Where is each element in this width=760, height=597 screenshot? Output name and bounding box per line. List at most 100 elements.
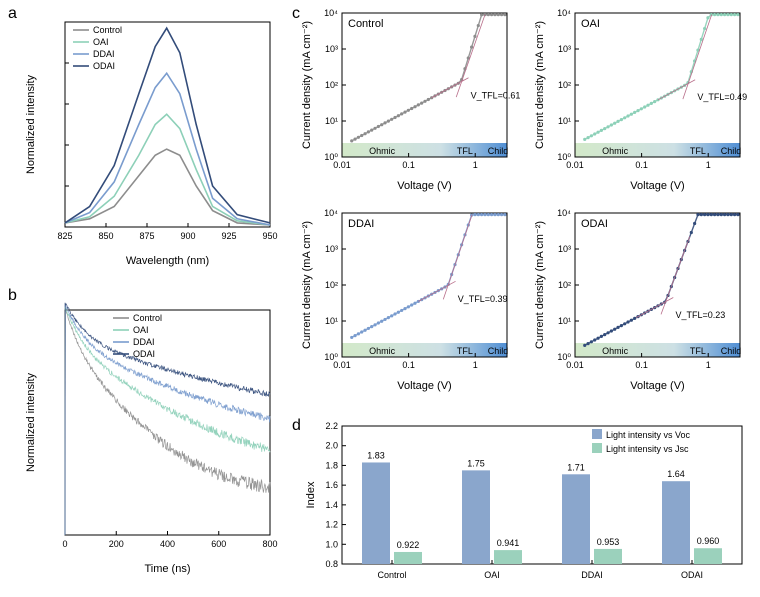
svg-text:1.2: 1.2 [325, 520, 338, 530]
svg-text:Child: Child [488, 146, 509, 156]
svg-text:DDAI: DDAI [133, 337, 155, 347]
svg-text:Time (ns): Time (ns) [144, 563, 190, 575]
svg-text:10¹: 10¹ [325, 116, 338, 126]
svg-text:10⁰: 10⁰ [324, 152, 338, 162]
svg-text:TFL: TFL [690, 346, 706, 356]
svg-text:Index: Index [305, 481, 317, 508]
svg-text:1: 1 [473, 160, 478, 170]
svg-text:Child: Child [721, 346, 742, 356]
svg-text:0.941: 0.941 [497, 538, 520, 548]
svg-text:V_TFL=0.49: V_TFL=0.49 [697, 92, 747, 102]
svg-text:10¹: 10¹ [558, 116, 571, 126]
svg-text:Control: Control [377, 570, 406, 580]
panel-a-label: a [8, 5, 17, 22]
svg-text:10³: 10³ [558, 44, 571, 54]
svg-text:0.1: 0.1 [635, 360, 648, 370]
svg-text:0.953: 0.953 [597, 537, 620, 547]
svg-text:OAI: OAI [93, 37, 109, 47]
chart-a: 825850875900925950Wavelength (nm)Normali… [20, 12, 280, 272]
svg-text:0.1: 0.1 [635, 160, 648, 170]
svg-text:Normalized intensity: Normalized intensity [25, 74, 37, 174]
svg-text:Voltage (V): Voltage (V) [630, 380, 684, 392]
svg-text:Control: Control [133, 313, 162, 323]
svg-text:Voltage (V): Voltage (V) [630, 180, 684, 192]
svg-text:Ohmic: Ohmic [602, 146, 629, 156]
svg-text:0.1: 0.1 [402, 360, 415, 370]
svg-text:10⁰: 10⁰ [557, 152, 571, 162]
svg-text:600: 600 [211, 539, 226, 549]
svg-text:V_TFL=0.39: V_TFL=0.39 [458, 294, 508, 304]
svg-text:800: 800 [262, 539, 277, 549]
svg-text:1: 1 [473, 360, 478, 370]
svg-text:10¹: 10¹ [325, 316, 338, 326]
svg-text:1.64: 1.64 [667, 469, 685, 479]
svg-text:TFL: TFL [457, 346, 473, 356]
svg-text:950: 950 [262, 231, 277, 241]
svg-text:Control: Control [348, 18, 383, 30]
panel-c-label: c [292, 5, 300, 22]
svg-text:1: 1 [706, 360, 711, 370]
svg-text:925: 925 [221, 231, 236, 241]
svg-text:10²: 10² [325, 80, 338, 90]
svg-text:Current density (mA cm⁻²): Current density (mA cm⁻²) [301, 21, 313, 149]
svg-text:Wavelength (nm): Wavelength (nm) [126, 255, 209, 267]
svg-text:1: 1 [706, 160, 711, 170]
svg-text:ODAI: ODAI [581, 218, 608, 230]
svg-text:ODAI: ODAI [681, 570, 703, 580]
svg-text:10³: 10³ [325, 244, 338, 254]
svg-text:Child: Child [721, 146, 742, 156]
svg-text:DDAI: DDAI [93, 49, 115, 59]
chart-d: 0.8 1.0 1.2 1.4 1.6 1.8 2.0 2.2 Index 1.83 0.922 Co… [300, 420, 750, 590]
svg-text:TFL: TFL [457, 146, 473, 156]
svg-text:Voltage (V): Voltage (V) [397, 380, 451, 392]
svg-text:1.71: 1.71 [567, 462, 585, 472]
svg-text:400: 400 [160, 539, 175, 549]
svg-text:0.8: 0.8 [325, 559, 338, 569]
svg-text:10¹: 10¹ [558, 316, 571, 326]
svg-text:1.0: 1.0 [325, 539, 338, 549]
svg-text:850: 850 [98, 231, 113, 241]
svg-text:200: 200 [109, 539, 124, 549]
svg-text:Normalized intensity: Normalized intensity [25, 372, 37, 472]
svg-text:Light intensity vs Jsc: Light intensity vs Jsc [606, 444, 689, 454]
svg-text:Current density (mA cm⁻²): Current density (mA cm⁻²) [301, 221, 313, 349]
chart-c: OhmicTFLChild0.010.1110⁰10¹10²10³10⁴Volt… [300, 5, 750, 405]
svg-text:OAI: OAI [133, 325, 149, 335]
svg-text:Control: Control [93, 25, 122, 35]
svg-text:0.960: 0.960 [697, 536, 720, 546]
svg-text:10³: 10³ [325, 44, 338, 54]
svg-text:10⁴: 10⁴ [557, 208, 571, 218]
svg-text:2.0: 2.0 [325, 441, 338, 451]
svg-text:1.6: 1.6 [325, 480, 338, 490]
svg-text:ODAI: ODAI [133, 349, 155, 359]
svg-text:0: 0 [62, 539, 67, 549]
svg-text:TFL: TFL [690, 146, 706, 156]
svg-text:V_TFL=0.61: V_TFL=0.61 [471, 90, 521, 100]
svg-text:900: 900 [180, 231, 195, 241]
svg-text:1.4: 1.4 [325, 500, 338, 510]
svg-text:Child: Child [488, 346, 509, 356]
svg-text:10⁴: 10⁴ [324, 8, 338, 18]
svg-text:825: 825 [57, 231, 72, 241]
svg-text:10⁰: 10⁰ [557, 352, 571, 362]
panel-b-label: b [8, 287, 17, 304]
svg-text:Ohmic: Ohmic [369, 346, 396, 356]
svg-text:DDAI: DDAI [581, 570, 603, 580]
svg-text:1.8: 1.8 [325, 460, 338, 470]
svg-text:Voltage (V): Voltage (V) [397, 180, 451, 192]
chart-b: 0 200 400 600 800 Time (ns) Normalized intensi… [20, 300, 280, 580]
svg-text:0.1: 0.1 [402, 160, 415, 170]
svg-text:1.75: 1.75 [467, 458, 485, 468]
svg-text:Light intensity vs Voc: Light intensity vs Voc [606, 430, 691, 440]
svg-text:ODAI: ODAI [93, 61, 115, 71]
svg-text:Current density (mA cm⁻²): Current density (mA cm⁻²) [534, 21, 546, 149]
svg-text:10²: 10² [558, 80, 571, 90]
svg-text:1.83: 1.83 [367, 450, 385, 460]
svg-text:2.2: 2.2 [325, 421, 338, 431]
svg-text:10⁴: 10⁴ [324, 208, 338, 218]
svg-text:10³: 10³ [558, 244, 571, 254]
svg-text:0.922: 0.922 [397, 540, 420, 550]
svg-text:V_TFL=0.23: V_TFL=0.23 [675, 310, 725, 320]
svg-text:Ohmic: Ohmic [602, 346, 629, 356]
svg-text:10⁴: 10⁴ [557, 8, 571, 18]
